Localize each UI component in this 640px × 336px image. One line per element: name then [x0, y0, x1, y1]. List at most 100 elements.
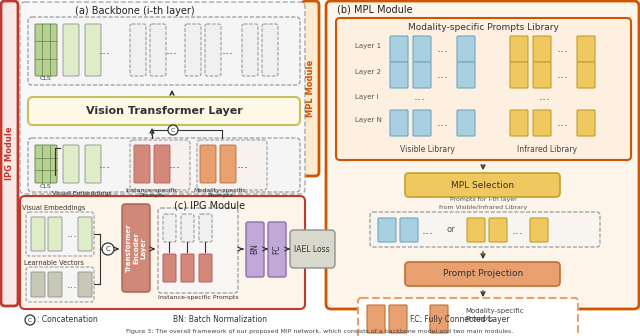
Circle shape: [168, 125, 178, 135]
FancyBboxPatch shape: [63, 24, 79, 76]
Text: or: or: [447, 225, 455, 235]
Text: Learnable Vectors: Learnable Vectors: [24, 260, 84, 266]
FancyBboxPatch shape: [35, 24, 57, 76]
Text: Layer N: Layer N: [355, 117, 382, 123]
Text: Visual Embeddings: Visual Embeddings: [22, 205, 86, 211]
Text: ...: ...: [99, 158, 111, 170]
Text: from Visible/Infrared Library: from Visible/Infrared Library: [439, 205, 527, 210]
Text: IPG Module: IPG Module: [5, 126, 14, 180]
Text: (c) IPG Module: (c) IPG Module: [174, 200, 245, 210]
Text: ...: ...: [557, 117, 569, 129]
Text: Prompt Projection: Prompt Projection: [443, 269, 523, 279]
FancyBboxPatch shape: [199, 254, 212, 282]
Text: Modality-specific
Prompts: Modality-specific Prompts: [465, 308, 524, 322]
FancyBboxPatch shape: [533, 110, 551, 136]
Text: ...: ...: [414, 90, 426, 103]
Text: BN: BN: [250, 244, 259, 254]
FancyBboxPatch shape: [302, 1, 319, 176]
FancyBboxPatch shape: [457, 62, 475, 88]
Text: ...: ...: [437, 117, 449, 129]
FancyBboxPatch shape: [163, 214, 176, 242]
FancyBboxPatch shape: [430, 305, 448, 333]
Text: ...: ...: [557, 42, 569, 55]
FancyBboxPatch shape: [130, 24, 146, 76]
FancyBboxPatch shape: [48, 217, 62, 251]
FancyBboxPatch shape: [154, 145, 170, 183]
FancyBboxPatch shape: [63, 145, 79, 183]
FancyBboxPatch shape: [530, 218, 548, 242]
Text: ...: ...: [557, 69, 569, 82]
Text: ...: ...: [99, 43, 111, 56]
Text: Layer 2: Layer 2: [355, 69, 381, 75]
FancyBboxPatch shape: [577, 62, 595, 88]
Text: Modality-specific
Prompts: Modality-specific Prompts: [194, 187, 246, 198]
Text: C: C: [28, 318, 32, 323]
Text: ...: ...: [539, 90, 551, 103]
FancyBboxPatch shape: [290, 230, 335, 268]
FancyBboxPatch shape: [26, 212, 94, 256]
FancyBboxPatch shape: [150, 24, 166, 76]
FancyBboxPatch shape: [577, 110, 595, 136]
FancyBboxPatch shape: [134, 145, 150, 183]
FancyBboxPatch shape: [390, 36, 408, 62]
FancyBboxPatch shape: [200, 145, 216, 183]
FancyBboxPatch shape: [413, 62, 431, 88]
Text: Instance-specific Prompts: Instance-specific Prompts: [157, 295, 238, 300]
Text: Prompts for i-th layer: Prompts for i-th layer: [450, 198, 516, 203]
FancyBboxPatch shape: [220, 145, 236, 183]
Text: ...: ...: [412, 312, 424, 326]
FancyBboxPatch shape: [1, 1, 18, 306]
FancyBboxPatch shape: [367, 305, 385, 333]
Text: IAEL Loss: IAEL Loss: [294, 245, 330, 253]
FancyBboxPatch shape: [20, 196, 305, 309]
FancyBboxPatch shape: [405, 173, 560, 197]
Text: BN: Batch Normalization: BN: Batch Normalization: [173, 316, 267, 325]
FancyBboxPatch shape: [413, 36, 431, 62]
Circle shape: [25, 315, 35, 325]
FancyBboxPatch shape: [268, 222, 286, 277]
FancyBboxPatch shape: [413, 110, 431, 136]
Text: CLS: CLS: [40, 77, 52, 82]
FancyBboxPatch shape: [400, 218, 418, 242]
FancyBboxPatch shape: [336, 18, 631, 160]
Circle shape: [102, 243, 114, 255]
Text: ...: ...: [512, 223, 524, 237]
FancyBboxPatch shape: [510, 62, 528, 88]
FancyBboxPatch shape: [467, 218, 485, 242]
FancyBboxPatch shape: [20, 2, 305, 194]
Text: Figure 3: The overall framework of our proposed MIP network, which consists of a: Figure 3: The overall framework of our p…: [126, 329, 514, 334]
FancyBboxPatch shape: [35, 145, 57, 183]
FancyBboxPatch shape: [489, 218, 507, 242]
Text: (a) Backbone (i-th layer): (a) Backbone (i-th layer): [75, 6, 195, 16]
FancyBboxPatch shape: [181, 254, 194, 282]
FancyBboxPatch shape: [28, 17, 300, 85]
FancyBboxPatch shape: [199, 214, 212, 242]
Text: Infrared Library: Infrared Library: [517, 145, 577, 155]
FancyBboxPatch shape: [326, 1, 639, 309]
FancyBboxPatch shape: [390, 62, 408, 88]
Text: FC: FC: [273, 244, 282, 254]
FancyBboxPatch shape: [262, 24, 278, 76]
FancyBboxPatch shape: [242, 24, 258, 76]
FancyBboxPatch shape: [130, 140, 190, 190]
Text: FC: Fully Connected Layer: FC: Fully Connected Layer: [410, 316, 509, 325]
Text: ...: ...: [437, 69, 449, 82]
FancyBboxPatch shape: [246, 222, 264, 277]
FancyBboxPatch shape: [48, 272, 62, 297]
FancyBboxPatch shape: [122, 204, 150, 292]
Text: ...: ...: [169, 158, 181, 170]
Text: (b) MPL Module: (b) MPL Module: [337, 5, 413, 15]
FancyBboxPatch shape: [78, 272, 92, 297]
Text: Vision Transformer Layer: Vision Transformer Layer: [86, 106, 243, 116]
FancyBboxPatch shape: [185, 24, 201, 76]
FancyBboxPatch shape: [390, 110, 408, 136]
FancyBboxPatch shape: [78, 217, 92, 251]
FancyBboxPatch shape: [26, 267, 94, 302]
FancyBboxPatch shape: [197, 140, 267, 190]
Text: ...: ...: [422, 223, 434, 237]
FancyBboxPatch shape: [85, 24, 101, 76]
FancyBboxPatch shape: [533, 62, 551, 88]
Text: C: C: [171, 127, 175, 132]
Text: MPL Selection: MPL Selection: [451, 180, 515, 190]
Text: ...: ...: [437, 42, 449, 55]
